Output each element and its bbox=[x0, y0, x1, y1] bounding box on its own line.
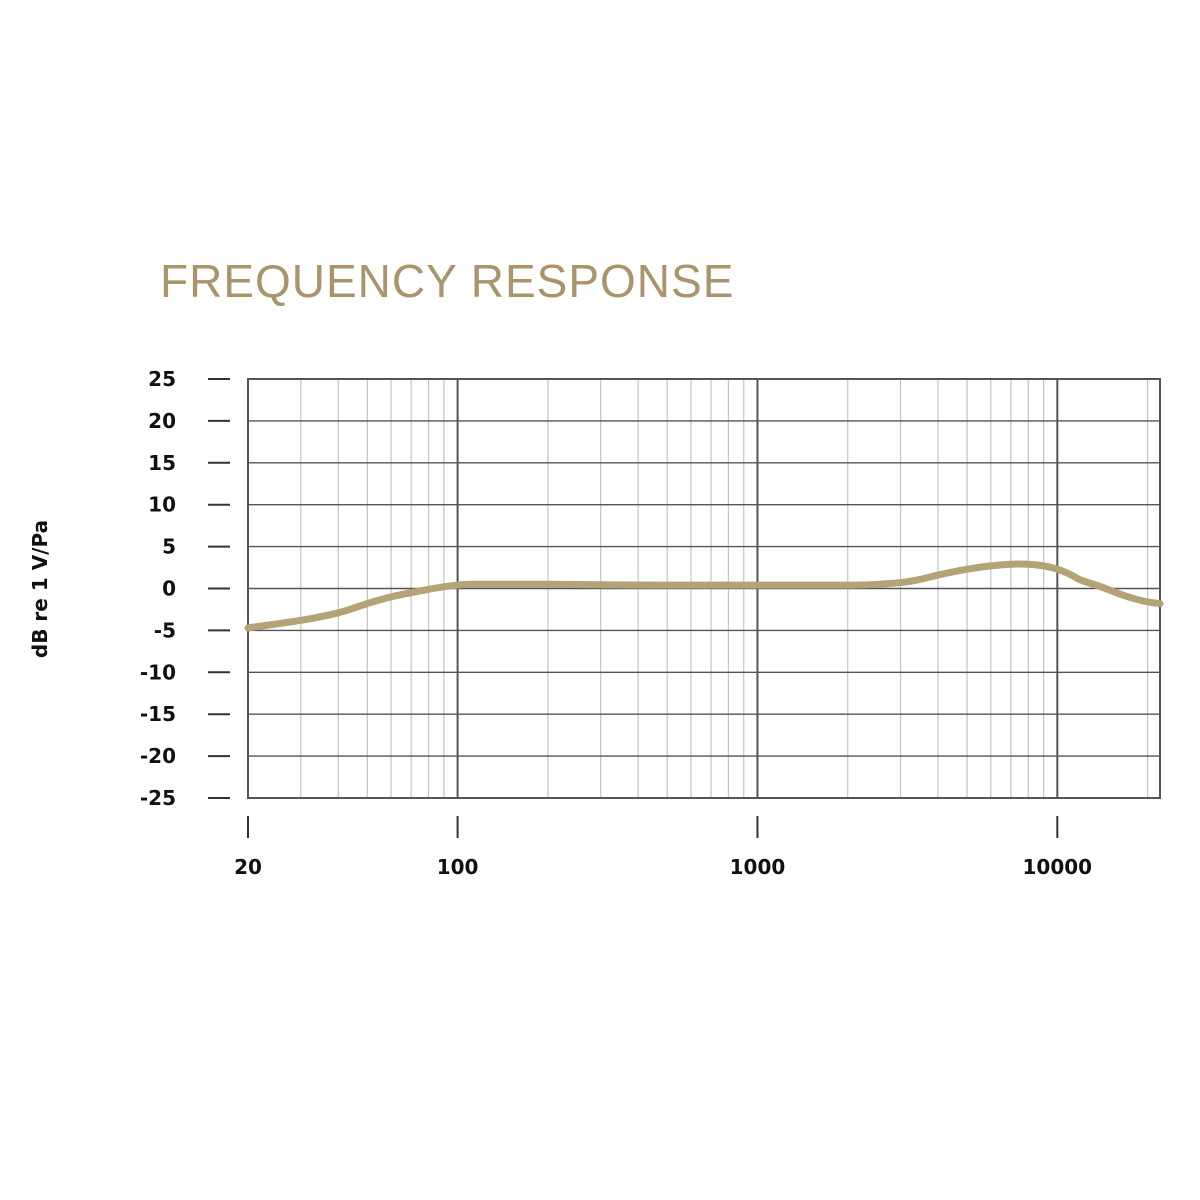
plot-frame bbox=[247, 378, 1161, 799]
x-tick-label: 20 bbox=[234, 855, 262, 879]
series-layer bbox=[244, 560, 1164, 632]
chart-title: FREQUENCY RESPONSE bbox=[160, 255, 735, 307]
x-tick-label: 10000 bbox=[1023, 855, 1093, 879]
y-tick-label: 0 bbox=[162, 577, 176, 601]
y-tick-label: 20 bbox=[148, 409, 176, 433]
y-tick-label: 15 bbox=[148, 451, 176, 475]
y-axis-label: dB re 1 V/Pa bbox=[28, 520, 52, 658]
x-tick-label: 100 bbox=[437, 855, 479, 879]
y-tick-label: 10 bbox=[148, 493, 176, 517]
plot-border bbox=[247, 378, 1161, 799]
frequency-response-line bbox=[244, 560, 1164, 632]
y-tick-label: -5 bbox=[154, 618, 176, 642]
y-tick-label: -20 bbox=[140, 744, 176, 768]
y-tick-label: 25 bbox=[148, 367, 176, 391]
y-tick-label: -10 bbox=[140, 660, 176, 684]
y-tick-label: -15 bbox=[140, 702, 176, 726]
x-axis-ticks: 20 100 1000 10000 bbox=[234, 816, 1092, 879]
y-axis-ticks: 25 20 15 10 5 0 -5 -10 -15 -20 -25 bbox=[140, 367, 230, 810]
x-tick-label: 1000 bbox=[730, 855, 786, 879]
y-tick-label: -25 bbox=[140, 786, 176, 810]
y-tick-label: 5 bbox=[162, 535, 176, 559]
